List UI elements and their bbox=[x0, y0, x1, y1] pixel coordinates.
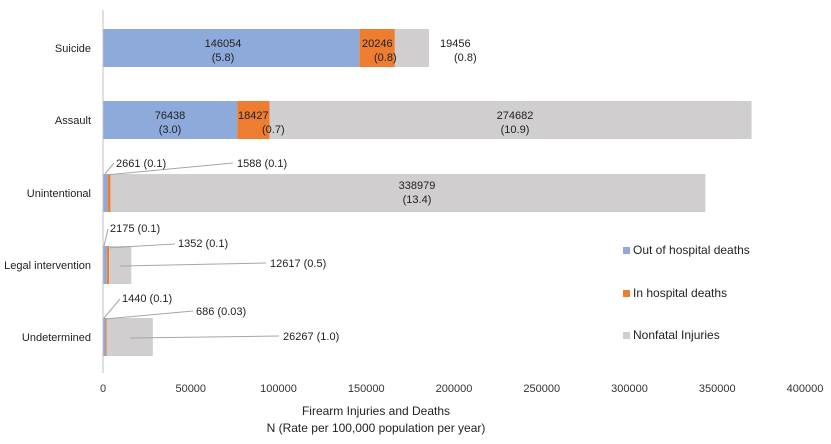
bar-unintentional-series-2 bbox=[110, 174, 706, 212]
data-label-rate: (13.4) bbox=[403, 194, 432, 206]
leader-line bbox=[103, 228, 109, 247]
bar-assault-series-2 bbox=[269, 101, 752, 139]
data-label-value: 76438 bbox=[155, 110, 186, 122]
leader-line bbox=[105, 162, 234, 176]
data-label-rate: (5.8) bbox=[212, 52, 235, 64]
bar-undetermined-series-1 bbox=[105, 318, 107, 356]
data-label-inline: 2661 (0.1) bbox=[116, 158, 166, 170]
leader-lines-layer bbox=[103, 162, 280, 339]
bar-legal-intervention-series-1 bbox=[106, 246, 110, 284]
bar-legal-intervention-series-0 bbox=[103, 246, 107, 284]
data-label-rate: (0.7) bbox=[262, 124, 285, 136]
x-tick-label: 350000 bbox=[699, 383, 736, 395]
data-label-value: 19456 bbox=[440, 38, 471, 50]
data-label: 76438 (3.0) bbox=[155, 110, 186, 136]
legend-label: Nonfatal Injuries bbox=[633, 328, 720, 342]
data-label-value: 18427 bbox=[238, 110, 269, 122]
legend-swatch bbox=[623, 290, 630, 297]
category-label: Undetermined bbox=[22, 332, 91, 344]
legend-swatch bbox=[623, 247, 630, 254]
bar-suicide-series-1 bbox=[359, 29, 395, 67]
data-label-value: 146054 bbox=[205, 38, 242, 50]
x-tick-label: 50000 bbox=[175, 383, 206, 395]
data-label: 338979 (13.4) bbox=[399, 180, 436, 206]
data-label-inline: 2175 (0.1) bbox=[110, 223, 160, 235]
bar-unintentional-series-1 bbox=[107, 174, 111, 212]
leader-line bbox=[105, 243, 176, 249]
data-label-rate: (0.8) bbox=[454, 52, 477, 64]
data-label: 146054 (5.8) bbox=[205, 38, 242, 64]
data-label-inline: 12617 (0.5) bbox=[270, 258, 326, 270]
bar-assault-series-0 bbox=[103, 101, 238, 139]
x-axis-title-line2: N (Rate per 100,000 population per year) bbox=[267, 421, 486, 435]
data-label: 2661 (0.1) bbox=[116, 158, 166, 170]
category-label: Legal intervention bbox=[4, 260, 91, 272]
bar-suicide-series-0 bbox=[103, 29, 360, 67]
data-label-rate: (3.0) bbox=[159, 124, 182, 136]
data-label: 1352 (0.1) bbox=[178, 238, 228, 250]
data-label: 1588 (0.1) bbox=[237, 158, 287, 170]
bar-unintentional-series-0 bbox=[103, 174, 108, 212]
data-label: 1440 (0.1) bbox=[122, 293, 172, 305]
x-tick-label: 0 bbox=[100, 383, 106, 395]
x-tick-label: 300000 bbox=[611, 383, 648, 395]
data-label-rate: (10.9) bbox=[501, 124, 530, 136]
data-label-value: 338979 bbox=[399, 180, 436, 192]
leader-line bbox=[104, 310, 194, 320]
category-label: Assault bbox=[55, 115, 91, 127]
legend: Out of hospital deaths In hospital deaths… bbox=[623, 243, 750, 342]
x-tick-label: 100000 bbox=[260, 383, 297, 395]
data-label: 274682 (10.9) bbox=[497, 110, 534, 136]
bar-undetermined-series-2 bbox=[106, 318, 153, 356]
legend-item: Out of hospital deaths bbox=[623, 243, 750, 257]
data-label: 686 (0.03) bbox=[196, 306, 246, 318]
data-label-value: 20246 bbox=[362, 38, 393, 50]
x-tick-label: 150000 bbox=[348, 383, 385, 395]
value-labels-layer: 146054 (5.8) 20246 (0.8) 19456 (0.8) 76438 (3.0… bbox=[110, 38, 533, 343]
category-labels-layer: Suicide Assault Unintentional Legal interve… bbox=[4, 43, 91, 344]
leader-line bbox=[103, 298, 121, 319]
legend-swatch bbox=[623, 332, 630, 339]
legend-label: In hospital deaths bbox=[633, 286, 727, 300]
data-label: 26267 (1.0) bbox=[283, 331, 339, 343]
category-label: Unintentional bbox=[27, 188, 91, 200]
data-label-value: 274682 bbox=[497, 110, 534, 122]
data-label: 2175 (0.1) bbox=[110, 223, 160, 235]
x-axis-ticks: 0 50000 100000 150000 200000 250000 300000 3500… bbox=[100, 383, 823, 395]
x-axis-title-line1: Firearm Injuries and Deaths bbox=[302, 404, 450, 418]
data-label-inline: 26267 (1.0) bbox=[283, 331, 339, 343]
data-label-inline: 1588 (0.1) bbox=[237, 158, 287, 170]
leader-line bbox=[129, 335, 280, 339]
legend-item: Nonfatal Injuries bbox=[623, 328, 720, 342]
legend-label: Out of hospital deaths bbox=[633, 243, 750, 257]
bar-undetermined-series-0 bbox=[103, 318, 106, 356]
data-label: 12617 (0.5) bbox=[270, 258, 326, 270]
leader-line bbox=[104, 162, 115, 175]
data-label-inline: 686 (0.03) bbox=[196, 306, 246, 318]
legend-item: In hospital deaths bbox=[623, 286, 727, 300]
category-label: Suicide bbox=[55, 43, 91, 55]
x-tick-label: 400000 bbox=[787, 383, 824, 395]
bar-suicide-series-2 bbox=[394, 29, 430, 67]
x-tick-label: 200000 bbox=[436, 383, 473, 395]
bars-layer bbox=[103, 29, 752, 356]
bar-assault-series-1 bbox=[237, 101, 270, 139]
leader-line bbox=[119, 262, 267, 267]
data-label-inline: 1352 (0.1) bbox=[178, 238, 228, 250]
bar-legal-intervention-series-2 bbox=[109, 246, 132, 284]
data-label-inline: 1440 (0.1) bbox=[122, 293, 172, 305]
data-label-rate: (0.8) bbox=[374, 52, 397, 64]
x-tick-label: 250000 bbox=[523, 383, 560, 395]
